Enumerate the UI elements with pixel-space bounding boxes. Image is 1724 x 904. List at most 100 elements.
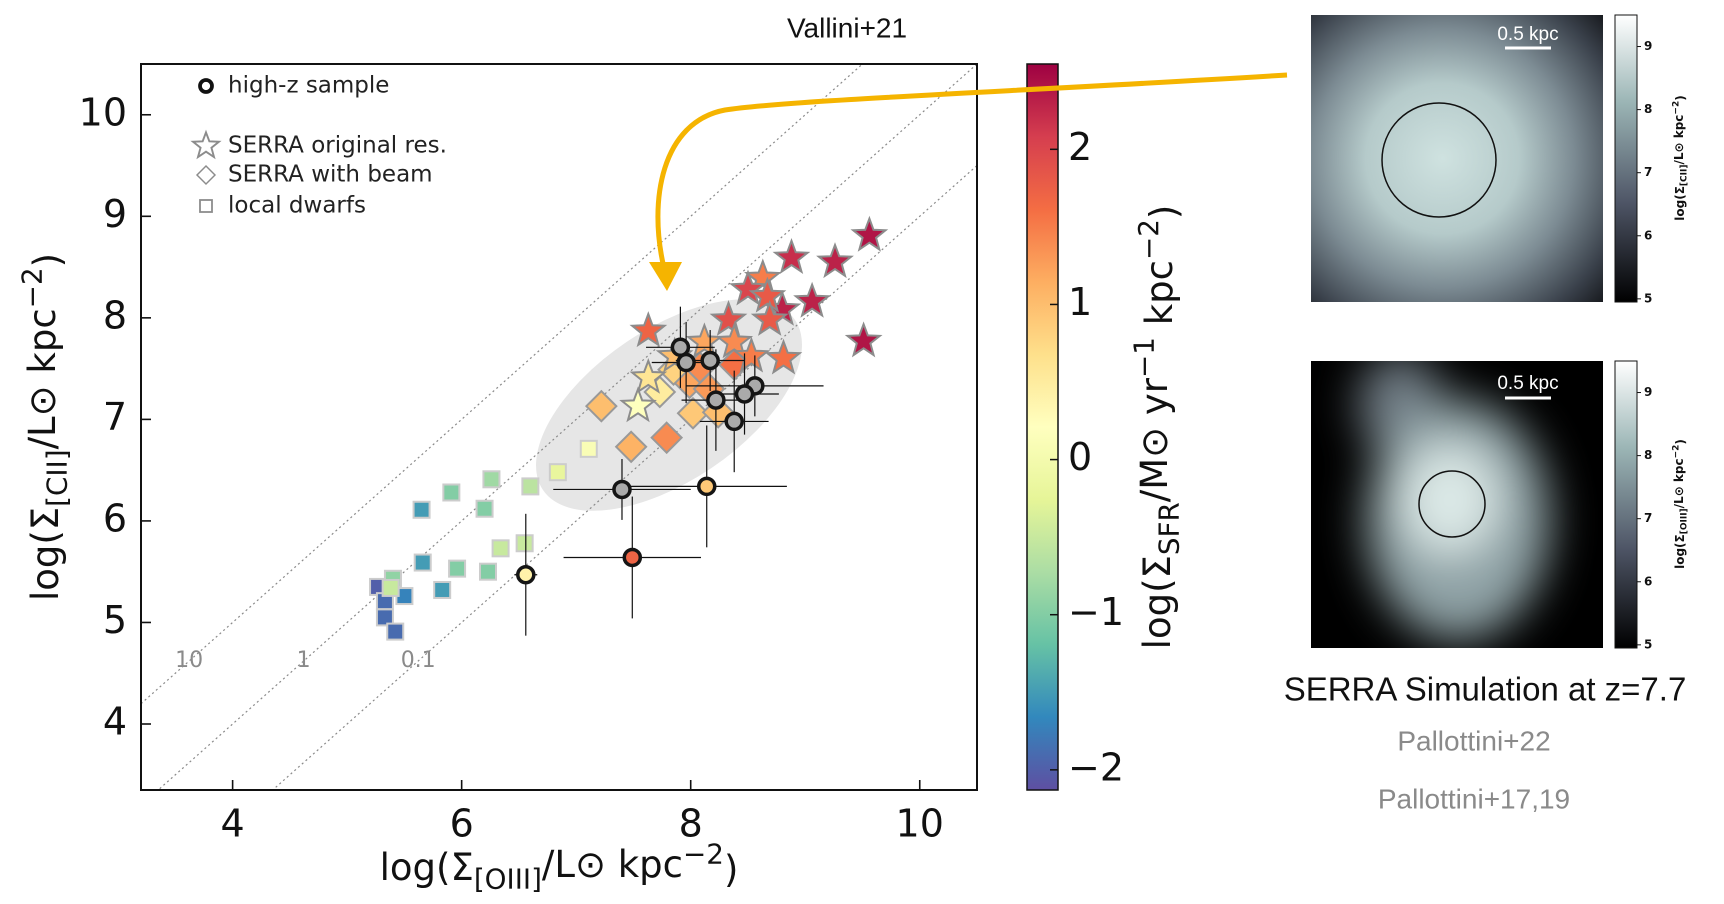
map-colorbar-tick-label: 8 (1644, 448, 1652, 462)
colorbar-tick-label: 2 (1068, 125, 1092, 169)
label-superscript: −2 (1672, 101, 1682, 115)
map-image (1311, 361, 1603, 648)
y-tick-label: 9 (103, 192, 127, 236)
ratio-line (157, 64, 977, 790)
star-marker (764, 338, 803, 375)
square-marker (381, 578, 400, 597)
map-colorbar-scale (1614, 14, 1638, 303)
label-part: ) (26, 253, 69, 267)
circle-marker (198, 78, 214, 94)
credit: Pallottini+22 (1397, 725, 1550, 756)
plot-frame (140, 63, 978, 791)
legend-label: SERRA original res. (228, 133, 447, 159)
map-image (1311, 15, 1603, 302)
star-marker (619, 386, 657, 423)
y-tick-label: 10 (79, 90, 127, 134)
label-part: /L⊙ kpc (1672, 115, 1686, 165)
label-subscript: [CII] (1680, 165, 1690, 187)
scale-bar-label: 0.5 kpc (1497, 24, 1558, 45)
label-part: log(Σ (1673, 186, 1687, 221)
star-marker (629, 311, 668, 348)
map-colorbar-tick-label: 8 (1644, 102, 1652, 116)
circle-marker (622, 547, 643, 568)
square-marker (413, 553, 432, 572)
star-marker (748, 276, 787, 313)
label-part: log(Σ (380, 846, 474, 889)
map-colorbar-tick-label: 7 (1644, 165, 1652, 179)
label-part: ) (724, 848, 738, 891)
circle-marker (700, 350, 720, 371)
label-superscript: −1 (1127, 337, 1160, 378)
square-marker (442, 483, 461, 502)
label-superscript: −2 (683, 837, 724, 870)
x-tick-label: 6 (450, 802, 474, 846)
map-colorbar-tick-label: 9 (1644, 385, 1652, 399)
ratio-line-label: 1 (297, 648, 311, 673)
scale-bar-label: 0.5 kpc (1497, 373, 1558, 394)
aperture-circle (1418, 470, 1486, 538)
ratio-line-label: 10 (175, 648, 203, 673)
map-colorbar-label: log(Σ[CII]/L⊙ kpc−2) (1672, 95, 1690, 220)
shaded-region (536, 299, 802, 511)
colorbar-tick-label: 0 (1068, 435, 1092, 479)
ratio-line (271, 165, 977, 790)
legend-marker (190, 129, 222, 160)
colorbar-label: log(ΣSFR/M⊙ yr−1 kpc−2) (1127, 205, 1185, 650)
y-tick-label: 5 (103, 598, 127, 642)
label-superscript: −2 (1132, 219, 1165, 260)
label-part: log(Σ (1136, 555, 1179, 649)
star-marker (844, 321, 883, 358)
diamond-marker (584, 389, 618, 423)
x-tick-label: 10 (896, 802, 944, 846)
chart-title: Vallini+21 (787, 12, 907, 43)
x-tick-label: 4 (221, 802, 245, 846)
map-colorbar-tick-label: 5 (1644, 291, 1652, 305)
map-colorbars: 5 6 7 8 9 5 6 7 8 9 (1614, 14, 1652, 651)
y-tick-label: 7 (103, 395, 127, 439)
circle-marker (612, 479, 632, 500)
map-colorbar-scale (1614, 360, 1638, 649)
star-marker (732, 336, 771, 373)
label-part: ) (1674, 95, 1688, 100)
label-part: /L⊙ kpc (21, 308, 64, 449)
map-colorbar-tick-label: 6 (1644, 228, 1652, 242)
star-marker (772, 238, 811, 275)
star-marker (729, 269, 767, 306)
star-marker (793, 281, 832, 318)
map-colorbar-tick-label: 7 (1644, 511, 1652, 525)
legend-marker (195, 164, 217, 186)
square-marker (199, 199, 213, 213)
y-axis-label: log(Σ[CII]/L⊙ kpc−2) (15, 253, 73, 601)
ratio-line-label: 0.1 (401, 648, 436, 673)
arrow (655, 72, 1288, 269)
square-marker (515, 534, 534, 553)
y-tick-label: 8 (103, 293, 127, 337)
map-colorbar-tick-label: 9 (1644, 39, 1652, 53)
circle-marker (724, 411, 744, 432)
label-subscript: [CII] (40, 449, 73, 506)
label-subscript: SFR (1152, 502, 1185, 555)
legend-marker (199, 199, 213, 213)
star-marker (685, 322, 724, 359)
circle-marker (516, 564, 536, 585)
label-part: ) (1674, 439, 1688, 444)
circle-marker (706, 390, 726, 410)
x-tick-label: 8 (679, 802, 703, 846)
star-marker (709, 300, 748, 336)
square-marker (579, 439, 598, 458)
credit: Pallottini+17,19 (1378, 783, 1570, 814)
legend-label: high-z sample (228, 73, 389, 99)
star-marker (850, 215, 889, 252)
square-marker (386, 622, 405, 641)
diamond-marker (195, 164, 217, 186)
colorbar-tick-label: −2 (1068, 745, 1124, 789)
arrow-head (649, 262, 682, 291)
label-superscript: −2 (15, 267, 48, 308)
ratio-line (141, 64, 864, 705)
square-marker (548, 463, 567, 482)
legend-label: local dwarfs (228, 193, 366, 219)
label-part: /L⊙ kpc (542, 843, 683, 886)
square-marker (375, 608, 394, 627)
diamond-marker (614, 430, 648, 464)
